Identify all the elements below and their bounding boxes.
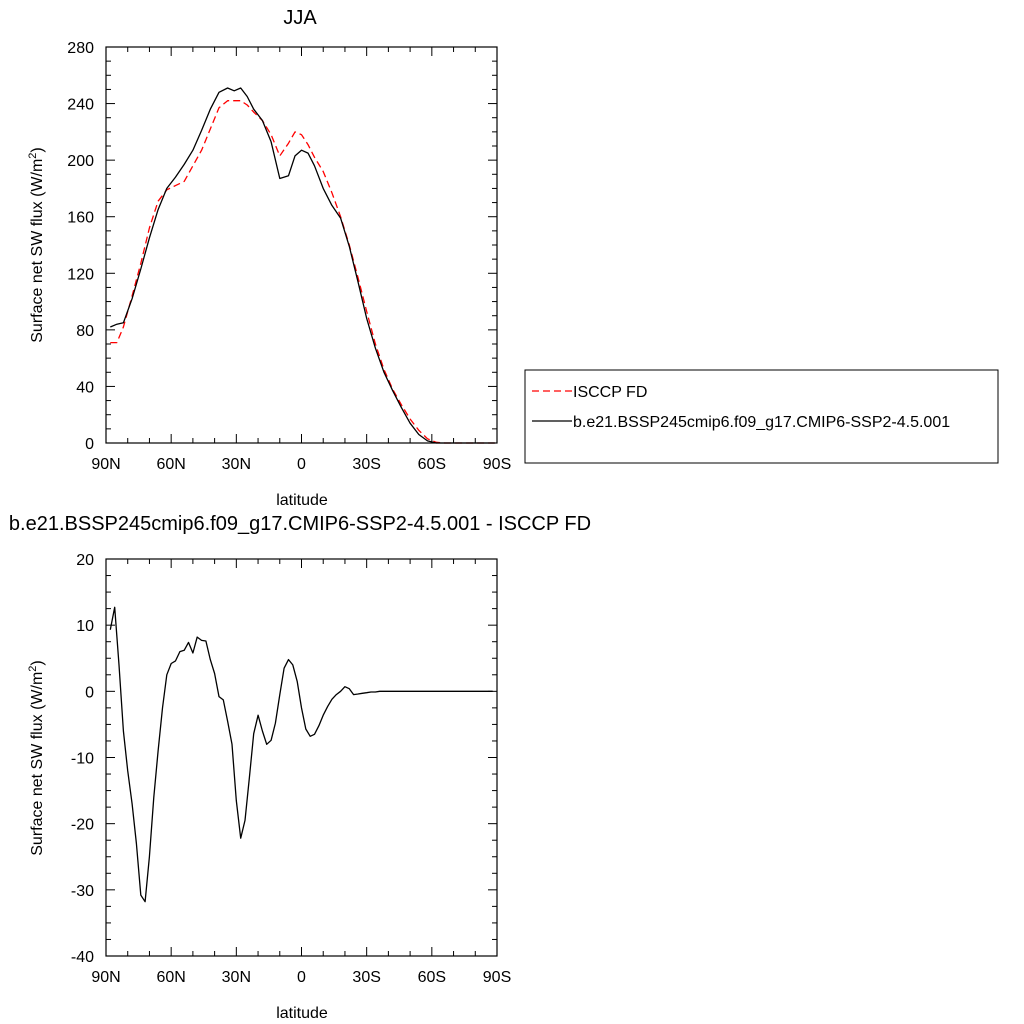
top-chart-series <box>110 87 495 444</box>
bottom-chart-frame <box>105 558 498 957</box>
bottom-xtick-label: 0 <box>297 969 306 986</box>
bottom-xtick-label: 90N <box>91 969 120 986</box>
bottom-xtick-label: 30S <box>352 969 380 986</box>
top-xtick-label: 90S <box>483 456 511 473</box>
bottom-ylabel-tail: ) <box>29 660 46 665</box>
legend-label-model: b.e21.BSSP245cmip6.f09_g17.CMIP6-SSP2-4.… <box>573 414 950 431</box>
top-ytick-label: 0 <box>85 436 94 453</box>
top-ytick-label: 240 <box>67 97 94 114</box>
legend: ISCCP FD b.e21.BSSP245cmip6.f09_g17.CMIP… <box>524 369 999 464</box>
top-series-line-0 <box>110 100 495 444</box>
bottom-ytick-label: 20 <box>76 552 94 569</box>
top-ytick-label: 120 <box>67 266 94 283</box>
top-xtick-label: 60N <box>156 456 185 473</box>
top-ytick-label: 280 <box>67 40 94 57</box>
bottom-ytick-label: -30 <box>71 883 94 900</box>
bottom-chart-series <box>109 606 493 903</box>
bottom-xtick-label: 90S <box>483 969 511 986</box>
bottom-ytick-label: 10 <box>76 618 94 635</box>
top-ytick-label: 40 <box>76 379 94 396</box>
bottom-ylabel-sup: 2 <box>27 666 39 672</box>
top-xtick-label: 0 <box>297 456 306 473</box>
top-chart-axes: 90N 60N 30N 0 30S 60S 90S 0 40 80 120 160 200 240 280 <box>67 40 511 473</box>
top-series-line-1 <box>110 87 495 444</box>
top-ylabel-main: Surface net SW flux (W/m <box>29 159 46 343</box>
bottom-ylabel-main: Surface net SW flux (W/m <box>29 672 46 856</box>
bottom-chart-axes: 90N 60N 30N 0 30S 60S 90S -40 -30 -20 -10 0 10 20 <box>71 552 511 986</box>
bottom-ytick-label: -10 <box>71 751 94 768</box>
bottom-xtick-label: 60S <box>418 969 446 986</box>
bottom-series-line-0 <box>109 606 493 903</box>
top-ytick-label: 160 <box>67 210 94 227</box>
top-chart-xlabel: latitude <box>276 492 328 509</box>
bottom-chart-ylabel: Surface net SW flux (W/m2) <box>27 660 46 856</box>
bottom-ytick-label: -20 <box>71 817 94 834</box>
top-ytick-label: 200 <box>67 153 94 170</box>
bottom-ytick-label: 0 <box>85 684 94 701</box>
top-ylabel-tail: ) <box>29 147 46 152</box>
top-xtick-label: 90N <box>91 456 120 473</box>
top-ytick-label: 80 <box>76 323 94 340</box>
legend-label-isccp: ISCCP FD <box>573 384 647 401</box>
bottom-chart-xlabel: latitude <box>276 1005 328 1022</box>
bottom-xtick-label: 60N <box>156 969 185 986</box>
top-chart-title: JJA <box>283 7 317 29</box>
top-xtick-label: 30N <box>222 456 251 473</box>
top-chart: JJA 90N 60N 30N 0 30S 60S 90S 0 40 80 120 160 200 240… <box>27 7 999 509</box>
top-ylabel-sup: 2 <box>27 153 39 159</box>
bottom-chart-title: b.e21.BSSP245cmip6.f09_g17.CMIP6-SSP2-4.… <box>9 513 591 535</box>
bottom-xtick-label: 30N <box>222 969 251 986</box>
bottom-ytick-label: -40 <box>71 949 94 966</box>
legend-box <box>524 369 999 464</box>
top-chart-frame <box>105 46 498 444</box>
bottom-chart: b.e21.BSSP245cmip6.f09_g17.CMIP6-SSP2-4.… <box>9 513 591 1022</box>
top-xtick-label: 30S <box>352 456 380 473</box>
top-chart-ylabel: Surface net SW flux (W/m2) <box>27 147 46 343</box>
top-xtick-label: 60S <box>418 456 446 473</box>
